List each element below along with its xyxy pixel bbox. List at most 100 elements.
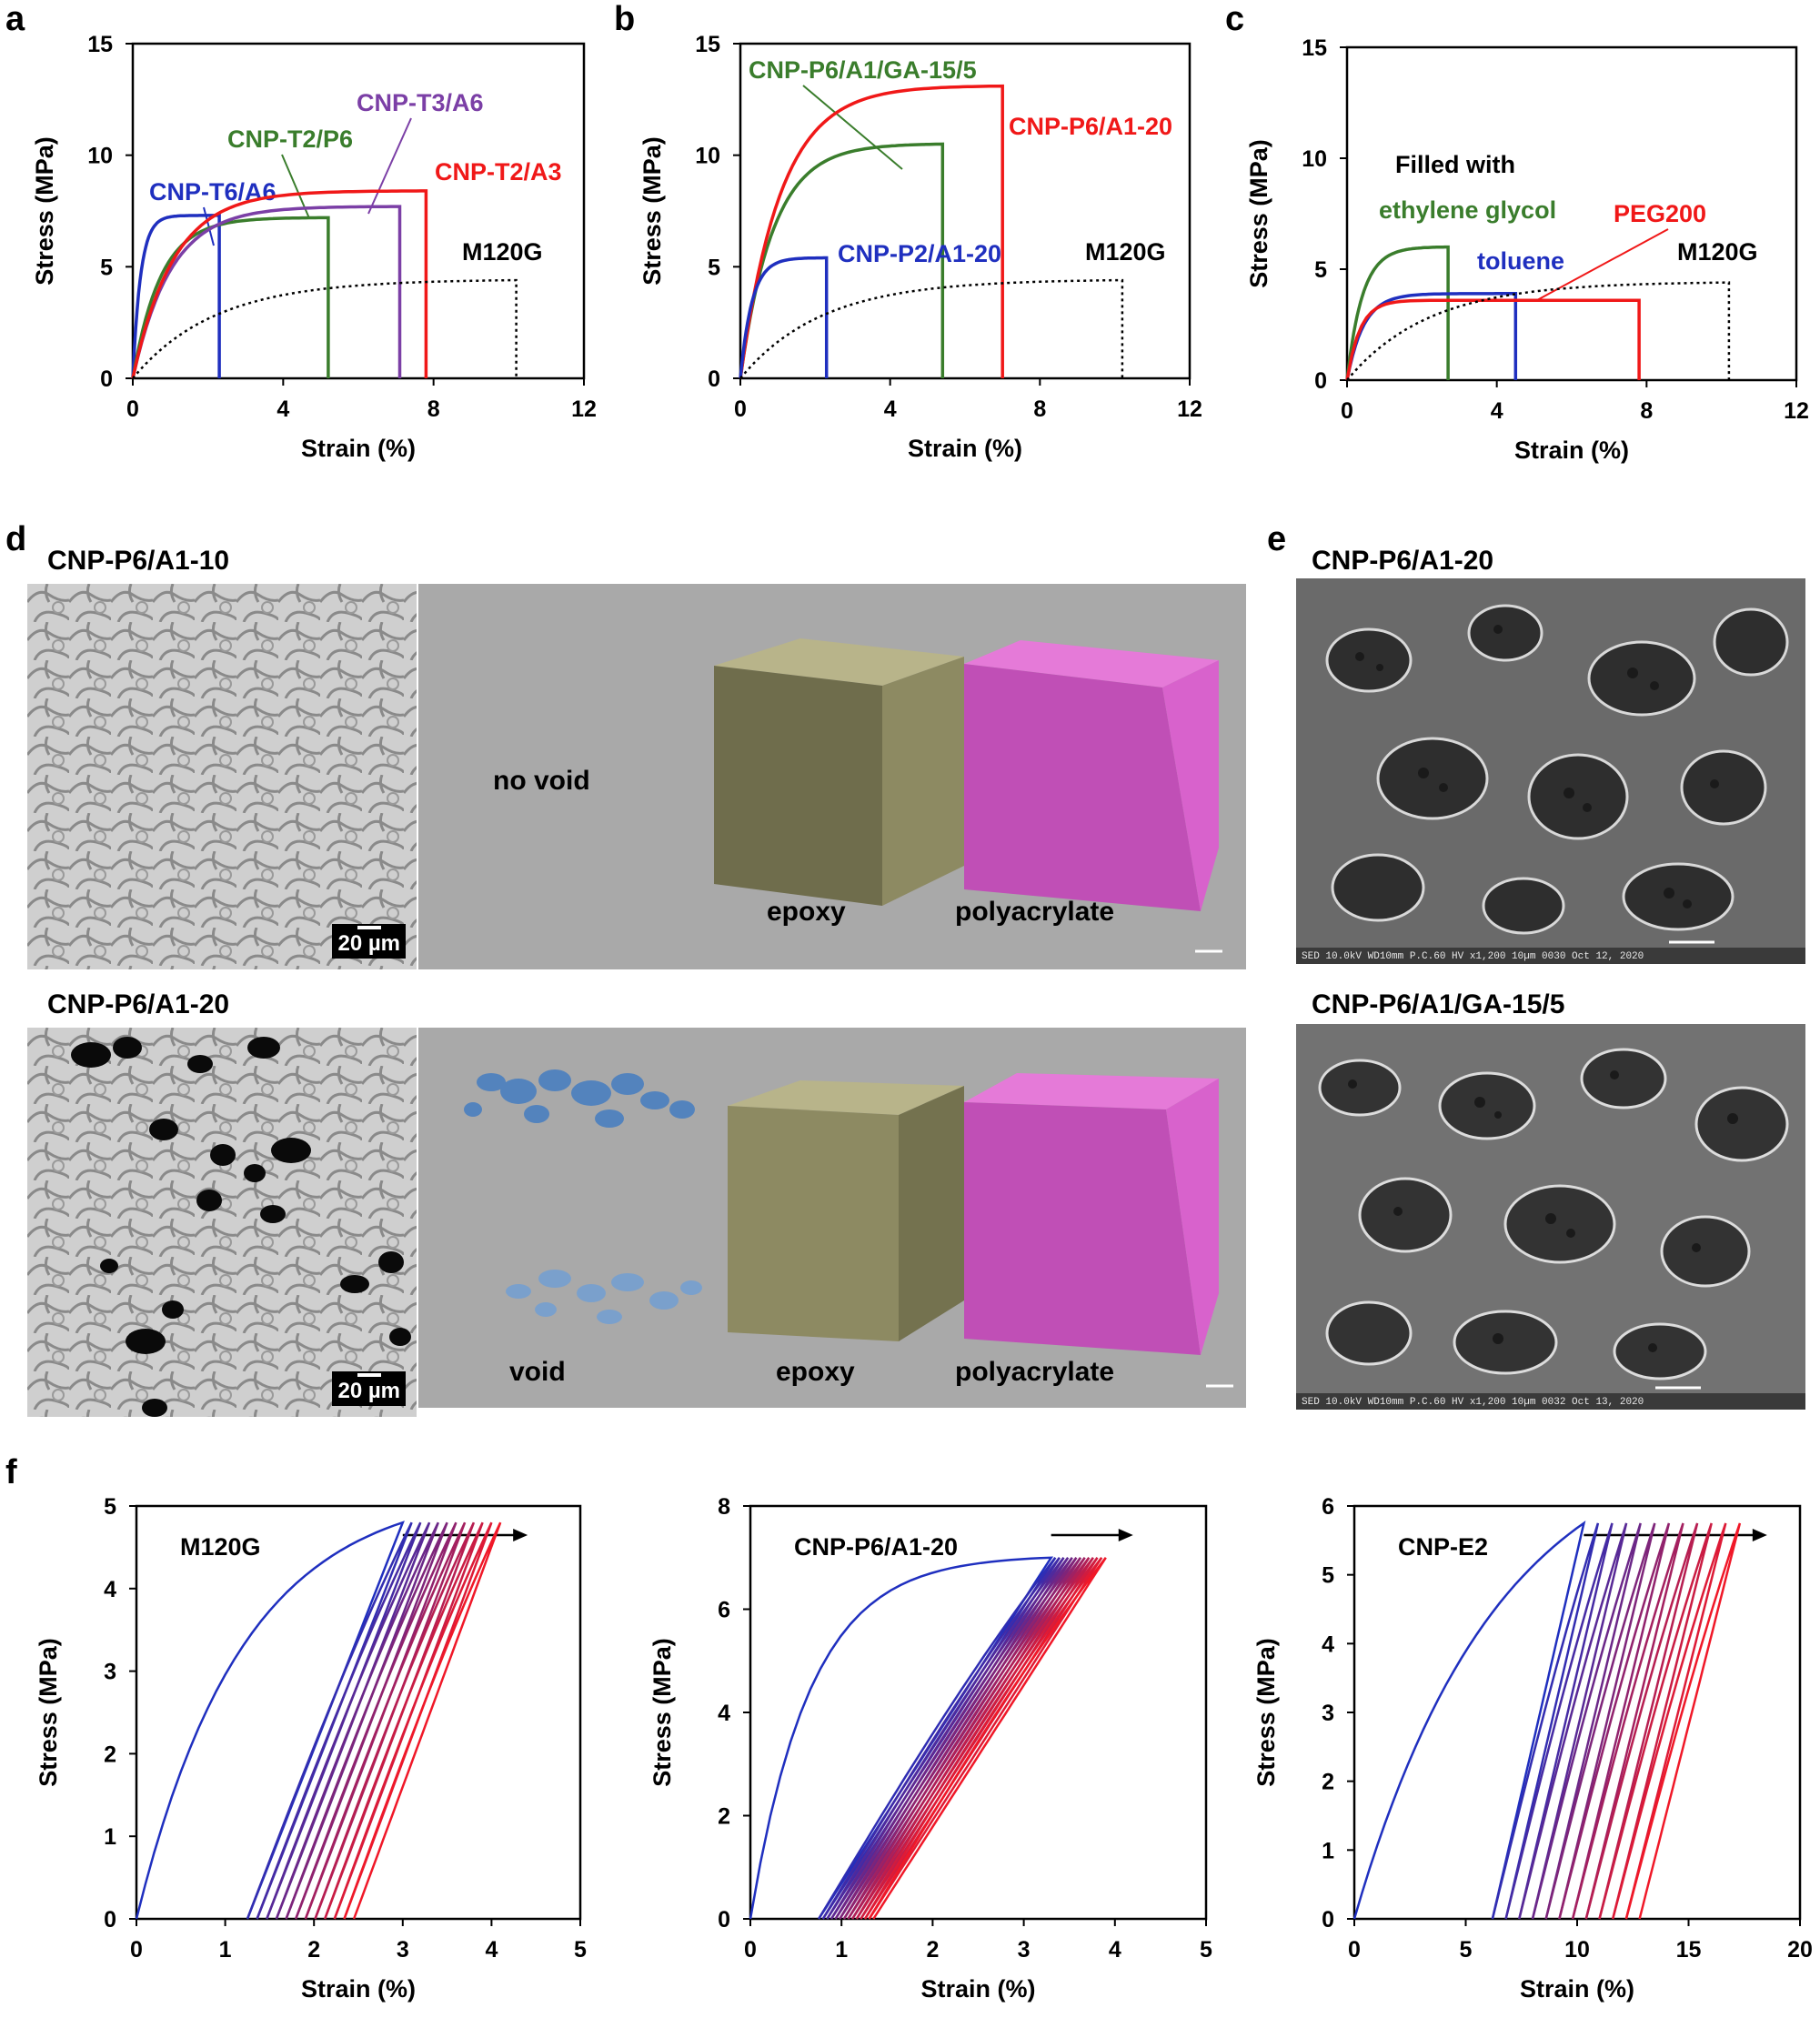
chart-f1-ytick-label: 2 — [104, 1742, 116, 1767]
chart-f1-arrow-head — [513, 1529, 528, 1541]
chart-f1-x-axis-label: Strain (%) — [301, 1975, 416, 2003]
sem-footer-top: SED 10.0kV WD10mm P.C.60 HV x1,200 10µm … — [1302, 951, 1644, 962]
chart-b-ytick-label: 15 — [695, 32, 720, 57]
chart-a-x-axis-label: Strain (%) — [301, 435, 416, 462]
chart-f3-cycle-12 — [1624, 1522, 1742, 1920]
chart-f2-ytick-label: 0 — [718, 1907, 730, 1933]
chart-f1-y-axis-label: Stress (MPa) — [35, 1638, 62, 1787]
chart-b: 0 4 8 12 0 5 10 15 Strain (%) Stress (MPa) CNP-P6/… — [607, 0, 1216, 491]
chart-a-ytick-label: 10 — [87, 144, 113, 169]
render-bottom-polyacrylate-label: polyacrylate — [955, 1357, 1115, 1387]
chart-b-xtick-label: 4 — [884, 397, 897, 422]
series-label-m120g: M120G — [1677, 238, 1758, 266]
series-line-cnp-t6-a6 — [131, 214, 221, 379]
series-label-ethylene-glycol: ethylene glycol — [1379, 196, 1556, 224]
panel-letter-c: c — [1225, 0, 1245, 38]
chart-f1-svg: 0 1 2 3 4 5 0 1 2 3 4 5 Strain (%) Stress (MPa) M120G — [35, 1494, 587, 2003]
panel-d-bottom-label: CNP-P6/A1-20 — [47, 989, 230, 1019]
chart-f2-svg: 0 1 2 3 4 5 0 2 4 6 8 Strain (%) Stress (MPa) CNP-P6/… — [649, 1494, 1212, 2003]
chart-f3-plot-frame — [1352, 1504, 1802, 1921]
chart-f3-xtick-label: 20 — [1787, 1937, 1813, 1963]
sem-image-bottom: SED 10.0kV WD10mm P.C.60 HV x1,200 10µm … — [1296, 1024, 1805, 1410]
chart-f3-cycle-10 — [1598, 1522, 1713, 1920]
chart-f1-cycle-8 — [304, 1521, 467, 1920]
chart-f3-xtick-label: 10 — [1564, 1937, 1590, 1963]
chart-a-ytick-label: 15 — [87, 32, 113, 57]
chart-b-svg: 0 4 8 12 0 5 10 15 Strain (%) Stress (MPa) CNP-P6/… — [639, 32, 1202, 462]
chart-c-xtick-label: 0 — [1341, 398, 1353, 424]
chart-f3-arrow-head — [1752, 1529, 1767, 1541]
chart-c-ytick-label: 0 — [1314, 368, 1327, 394]
chart-f1-title: M120G — [180, 1533, 261, 1561]
sem-footer-bottom: SED 10.0kV WD10mm P.C.60 HV x1,200 10µm … — [1302, 1397, 1644, 1408]
chart-f3-xtick-label: 0 — [1348, 1937, 1361, 1963]
series-line-cnp-p2-a1-20 — [739, 256, 829, 379]
chart-f2-cycle-13 — [863, 1557, 1103, 1920]
scale-bar-bottom: 20 µm — [332, 1371, 406, 1406]
chart-f2-y-axis-label: Stress (MPa) — [649, 1638, 676, 1787]
chart-a-ytick-label: 5 — [100, 255, 113, 280]
series-line-cnp-t2-a3 — [131, 189, 428, 379]
chart-f2-xtick-label: 1 — [835, 1937, 848, 1963]
series-leader-cnp-t3-a6 — [367, 117, 412, 215]
series-label-m120g: M120G — [1085, 238, 1166, 266]
chart-f2-arrow-head — [1118, 1529, 1133, 1541]
chart-b-xtick-label: 8 — [1033, 397, 1046, 422]
chart-c-svg: 0 4 8 12 0 5 10 15 Strain (%) Stress (MPa) ethylen… — [1245, 35, 1809, 464]
chart-f1-cycle-10 — [324, 1521, 484, 1920]
chart-f2-cycle-14 — [868, 1557, 1107, 1920]
chart-c-x-axis-label: Strain (%) — [1514, 437, 1629, 464]
chart-c-ytick-label: 15 — [1302, 35, 1327, 61]
render-top-polyacrylate-label: polyacrylate — [955, 897, 1115, 927]
series-line-cnp-t2-p6 — [131, 216, 330, 379]
chart-f3-cycle-5 — [1531, 1522, 1642, 1920]
series-line-peg200 — [1345, 298, 1641, 381]
chart-b-x-axis-label: Strain (%) — [908, 435, 1022, 462]
chart-f2-xtick-label: 5 — [1200, 1937, 1212, 1963]
ct-texture-bottom — [27, 1028, 417, 1417]
chart-b-y-axis-label: Stress (MPa) — [639, 136, 666, 286]
series-label-cnp-p2-a1-20: CNP-P2/A1-20 — [838, 240, 1001, 267]
series-line-cnp-t3-a6 — [131, 205, 402, 379]
sem-image-top: SED 10.0kV WD10mm P.C.60 HV x1,200 10µm … — [1296, 578, 1805, 964]
chart-f3-cycle-11 — [1611, 1522, 1727, 1920]
chart-a-plot-frame — [131, 42, 586, 380]
chart-f1-xtick-label: 0 — [130, 1937, 143, 1963]
chart-b-ytick-label: 0 — [708, 366, 720, 392]
chart-f2-ytick-label: 6 — [718, 1598, 730, 1623]
panel-e-bottom-label: CNP-P6/A1/GA-15/5 — [1312, 989, 1565, 1019]
chart-f1-xtick-label: 2 — [307, 1937, 320, 1963]
chart-b-xtick-label: 12 — [1177, 397, 1202, 422]
chart-c-xtick-label: 4 — [1491, 398, 1503, 424]
chart-a-xtick-label: 0 — [126, 397, 139, 422]
chart-f3-ytick-label: 6 — [1322, 1494, 1334, 1520]
panel-letter-a: a — [5, 0, 25, 38]
3d-render-bottom-svg — [464, 1069, 1233, 1388]
ct-texture-top — [27, 584, 417, 969]
chart-f1-xtick-label: 3 — [397, 1937, 409, 1963]
series-label-toluene: toluene — [1477, 247, 1564, 275]
series-label-cnp-t2-a3: CNP-T2/A3 — [435, 158, 562, 186]
chart-f3-cycle-4 — [1518, 1522, 1628, 1920]
render-top-epoxy-label: epoxy — [767, 897, 846, 927]
chart-f2-title: CNP-P6/A1-20 — [794, 1533, 958, 1561]
chart-f1-xtick-label: 5 — [574, 1937, 587, 1963]
chart-a-svg: 0 4 8 12 0 5 10 15 Strain (%) Stress (MPa) CNP-T6/… — [31, 32, 597, 462]
chart-f3-cycle-7 — [1558, 1522, 1671, 1920]
chart-f1-cycle-11 — [333, 1521, 493, 1920]
chart-b-xtick-label: 0 — [734, 397, 747, 422]
chart-f2: 0 1 2 3 4 5 0 2 4 6 8 Strain (%) Stress (MPa) CNP-P6/… — [607, 1455, 1213, 2033]
chart-f3-ytick-label: 3 — [1322, 1701, 1334, 1726]
chart-b-ytick-label: 5 — [708, 255, 720, 280]
chart-a: 0 4 8 12 0 5 10 15 Strain (%) Stress (MPa) CNP-T6/… — [0, 0, 609, 491]
3d-render-top-svg — [714, 638, 1222, 953]
3d-render-bottom: void epoxy polyacrylate — [418, 1028, 1246, 1408]
chart-f1-cycle-9 — [314, 1521, 476, 1920]
series-leader-cnp-t6-a6 — [203, 206, 215, 246]
chart-f3-ytick-label: 0 — [1322, 1907, 1334, 1933]
chart-f2-ytick-label: 2 — [718, 1804, 730, 1830]
chart-f3-cycle-1 — [1352, 1520, 1586, 1920]
chart-f1-plot-frame — [135, 1504, 582, 1921]
chart-f3-y-axis-label: Stress (MPa) — [1252, 1638, 1280, 1787]
chart-f3-cycle-6 — [1544, 1522, 1656, 1920]
